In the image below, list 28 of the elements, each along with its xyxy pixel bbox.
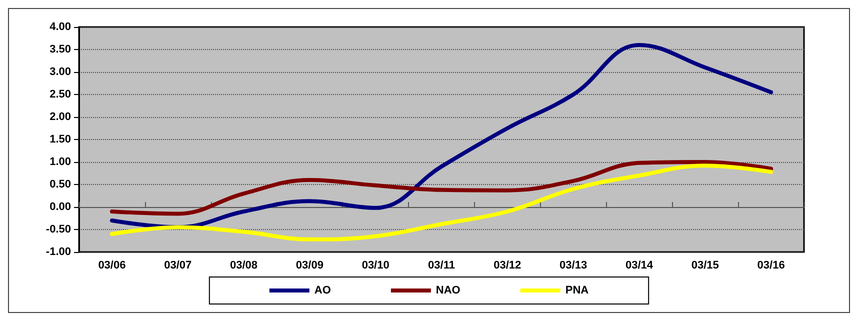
y-tick-label: -1.00 [46,246,71,258]
y-tick-label: 2.00 [50,111,71,123]
y-tick-label: 0.50 [50,178,71,190]
x-tick-label: 03/16 [757,260,785,272]
x-tick-label: 03/15 [691,260,719,272]
legend-label: NAO [436,284,461,296]
legend-label: AO [314,284,332,296]
x-tick-label: 03/09 [296,260,324,272]
x-tick-label: 03/07 [164,260,192,272]
line-series [110,43,774,230]
x-tick-label: 03/08 [230,260,258,272]
y-tick-label: 2.50 [50,88,71,100]
x-tick-label: 03/11 [428,260,455,272]
x-tick-label: 03/13 [560,260,588,272]
y-tick-label: -0.50 [46,224,71,236]
x-tick-label: 03/14 [625,260,654,272]
legend-label: PNA [565,284,589,296]
y-tick-label: 3.00 [50,66,71,78]
y-tick-label: 1.00 [50,156,71,168]
x-tick-label: 03/10 [362,260,390,272]
y-tick-label: 4.00 [50,21,71,33]
line-series [110,164,774,242]
x-tick-label: 03/12 [494,260,522,272]
x-tick-label: 03/06 [98,260,126,272]
y-tick-label: 1.50 [50,134,71,146]
y-tick-label: 0.00 [50,201,71,213]
y-tick-label: 3.50 [50,44,71,56]
line-series [110,160,774,216]
